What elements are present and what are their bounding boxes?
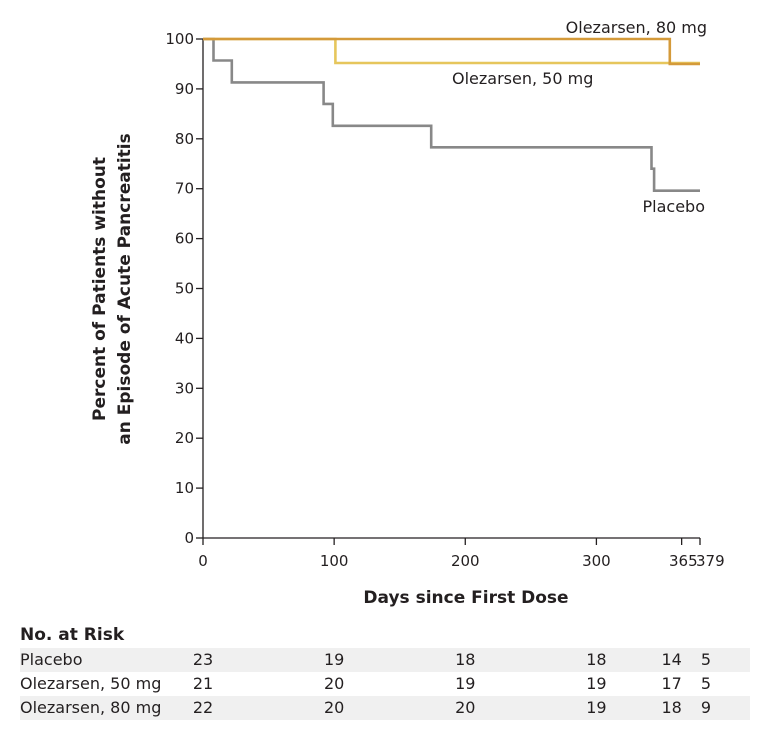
risk-cell: 18 [661,698,682,717]
risk-cell: 18 [455,650,476,669]
y-tick-label: 100 [165,30,194,48]
risk-cell: 19 [586,674,607,693]
series-lines [203,37,700,192]
y-tick-label: 60 [175,230,194,248]
risk-row-label: Olezarsen, 50 mg [20,674,162,693]
x-tick-label: 365 [669,552,698,570]
risk-cell: 19 [323,650,345,669]
risk-cell: 9 [700,698,712,717]
risk-cell: 23 [192,650,214,669]
y-tick-label: 40 [175,329,194,347]
risk-row-label: Olezarsen, 80 mg [20,698,162,717]
y-tick-label: 20 [175,429,194,447]
risk-cell: 22 [192,698,214,717]
label-olezarsen-80: Olezarsen, 80 mg [566,18,707,37]
risk-table-title: No. at Risk [20,625,125,645]
risk-cell: 19 [586,698,607,717]
risk-cell: 17 [661,674,682,693]
y-tick-label: 50 [175,280,194,298]
risk-cell: 5 [700,650,712,669]
risk-row-olezarsen-50: Olezarsen, 50 mg 21 20 19 19 17 5 [20,672,750,696]
risk-cell: 21 [192,674,214,693]
y-axis-title-line1: Percent of Patients without [90,157,110,421]
risk-cell: 18 [586,650,607,669]
y-tick-label: 90 [175,80,194,98]
x-tick-label: 100 [320,552,349,570]
risk-cell: 20 [455,698,476,717]
risk-cell: 19 [455,674,476,693]
risk-row-olezarsen-80: Olezarsen, 80 mg 22 20 20 19 18 9 [20,696,750,720]
risk-cell: 20 [323,674,345,693]
series-line-placebo [203,37,700,192]
label-olezarsen-50: Olezarsen, 50 mg [452,69,593,88]
y-tick-label: 70 [175,180,194,198]
y-ticks: 0 10 20 30 40 50 60 70 80 90 100 [165,30,203,547]
series-line-olezarsen-80-mg [203,37,700,66]
risk-table: No. at Risk Placebo 23 19 18 18 14 5 Olezarse… [20,622,750,720]
x-tick-label: 200 [451,552,480,570]
risk-row-placebo: Placebo 23 19 18 18 14 5 [20,648,750,672]
series-line-olezarsen-50-mg [203,37,700,65]
risk-row-label: Placebo [20,650,83,669]
label-placebo: Placebo [643,197,705,216]
x-tick-label: 0 [198,552,208,570]
x-tick-label: 379 [696,552,725,570]
y-tick-label: 30 [175,379,194,397]
y-axis-title-line2: an Episode of Acute Pancreatitis [115,133,135,445]
risk-cell: 5 [700,674,712,693]
risk-cell: 20 [323,698,345,717]
risk-cell: 14 [661,650,682,669]
y-tick-label: 0 [184,529,194,547]
y-tick-label: 10 [175,479,194,497]
y-tick-label: 80 [175,130,194,148]
x-axis-title: Days since First Dose [363,588,568,608]
x-tick-label: 300 [582,552,611,570]
